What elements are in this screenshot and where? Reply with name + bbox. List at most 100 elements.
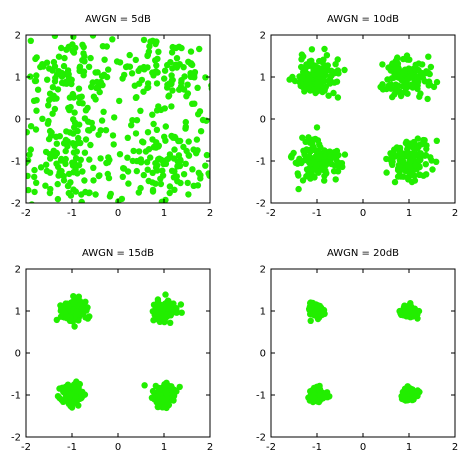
scatter-point <box>158 198 166 203</box>
scatter-point <box>84 315 92 322</box>
scatter-point <box>322 159 329 166</box>
x-tick-label: 1 <box>406 208 412 219</box>
scatter-point <box>126 51 133 59</box>
scatter-point <box>211 89 217 95</box>
scatter-point <box>129 117 136 124</box>
scatter-point <box>89 35 97 39</box>
scatter-point <box>88 119 96 127</box>
scatter-point <box>64 67 72 74</box>
scatter-point <box>65 400 73 407</box>
scatter-point <box>408 388 416 396</box>
scatter-point <box>9 189 15 195</box>
scatter-point <box>159 172 167 179</box>
y-tick-label: 0 <box>260 349 266 360</box>
scatter-point <box>54 86 62 93</box>
scatter-point <box>7 68 13 74</box>
scatter-point <box>178 309 185 316</box>
scatter-point <box>75 402 82 409</box>
scatter-point <box>323 52 331 59</box>
plot-frame <box>25 268 211 438</box>
scatter-point <box>69 159 76 166</box>
x-tick-label: 1 <box>406 442 412 453</box>
scatter-point <box>76 94 83 101</box>
scatter-point <box>82 136 90 143</box>
scatter-point <box>121 71 128 79</box>
scatter-point <box>334 56 341 63</box>
scatter-point <box>26 172 31 180</box>
scatter-point <box>124 154 131 161</box>
scatter-point <box>84 104 91 112</box>
scatter-point <box>49 84 57 91</box>
x-tick-label: 0 <box>115 442 121 453</box>
scatter-point <box>79 168 86 175</box>
scatter-point <box>312 89 319 97</box>
scatter-point <box>194 84 201 92</box>
scatter-point <box>44 120 52 127</box>
scatter-point <box>150 144 158 151</box>
scatter-point <box>50 58 58 66</box>
scatter-point <box>175 26 181 32</box>
scatter-point <box>75 388 83 395</box>
scatter-point <box>149 111 156 118</box>
y-tick-label: 2 <box>260 265 266 276</box>
scatter-point <box>27 73 34 80</box>
scatter-point <box>67 192 75 199</box>
scatter-point <box>296 73 303 80</box>
scatter-point <box>70 186 77 193</box>
scatter-point <box>81 149 89 156</box>
scatter-point <box>162 137 169 144</box>
scatter-point <box>37 164 45 171</box>
scatter-point <box>135 148 143 155</box>
scatter-point <box>27 123 35 130</box>
x-tick-label: -2 <box>266 442 276 453</box>
scatter-point <box>153 80 161 87</box>
scatter-point <box>85 63 93 70</box>
scatter-point <box>398 76 405 84</box>
scatter-point <box>168 49 176 56</box>
scatter-point <box>318 82 325 89</box>
scatter-point <box>194 182 202 189</box>
scatter-point <box>128 70 136 77</box>
scatter-point <box>97 127 104 134</box>
scatter-point <box>221 137 227 143</box>
scatter-point <box>162 291 169 298</box>
scatter-point <box>32 126 40 133</box>
scatter-point <box>173 309 180 316</box>
scatter-point <box>295 185 302 193</box>
scatter-point <box>334 94 342 101</box>
scatter-point <box>155 310 162 317</box>
y-tick-label: -2 <box>11 199 21 210</box>
scatter-point <box>184 179 191 187</box>
scatter-point <box>227 151 233 157</box>
scatter-point <box>321 45 328 53</box>
scatter-series <box>53 291 185 412</box>
scatter-point <box>421 152 429 159</box>
scatter-point <box>422 161 429 168</box>
scatter-point <box>50 147 57 154</box>
scatter-point <box>150 120 157 128</box>
scatter-point <box>159 167 166 174</box>
scatter-point <box>155 48 162 55</box>
scatter-series <box>286 45 441 193</box>
scatter-point <box>105 174 113 182</box>
scatter-point <box>170 14 176 20</box>
scatter-point <box>405 144 412 151</box>
scatter-point <box>72 166 79 173</box>
scatter-point <box>137 156 145 163</box>
scatter-point <box>139 138 146 145</box>
scatter-point <box>161 105 168 112</box>
scatter-point <box>31 166 38 174</box>
scatter-point <box>328 160 335 168</box>
scatter-point <box>315 155 322 162</box>
scatter-point <box>294 170 301 177</box>
scatter-point <box>109 36 116 43</box>
scatter-point <box>46 169 54 176</box>
scatter-point <box>178 44 185 52</box>
scatter-point <box>174 163 181 170</box>
scatter-point <box>153 126 161 133</box>
scatter-point <box>176 383 183 391</box>
scatter-point <box>130 147 137 155</box>
panel-title: AWGN = 5dB <box>85 14 151 25</box>
scatter-point <box>129 157 136 165</box>
scatter-point <box>412 61 419 68</box>
